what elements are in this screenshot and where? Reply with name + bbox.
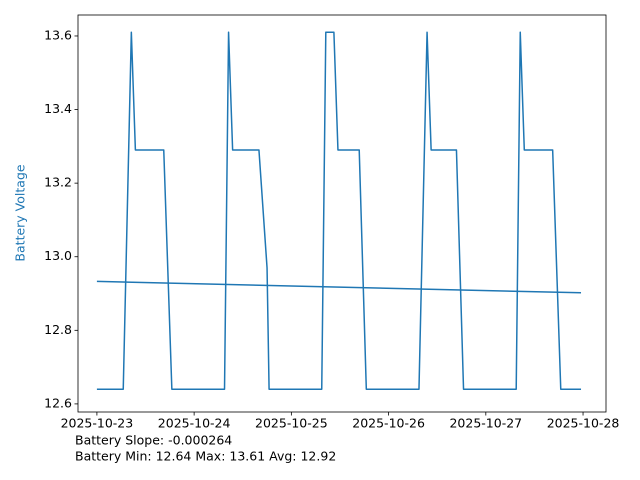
data-line [96,280,582,294]
y-tick-label: 13.6 [44,27,72,42]
annotation: Battery Min: 12.64 Max: 13.61 Avg: 12.92 [75,449,336,464]
annotation: Battery Slope: -0.000264 [75,433,232,448]
y-axis-label: Battery Voltage [13,164,28,261]
x-tick-label: 2025-10-23 [61,416,134,431]
y-tick-label: 13.0 [44,248,72,263]
y-tick-label: 12.6 [44,395,72,410]
y-tick-label: 13.2 [44,175,72,190]
x-tick-label: 2025-10-28 [547,416,620,431]
x-tick-label: 2025-10-24 [158,416,231,431]
plot-frame [77,14,607,413]
y-tick-label: 13.4 [44,101,72,116]
y-tick-label: 12.8 [44,322,72,337]
x-tick-label: 2025-10-27 [449,416,522,431]
x-tick-label: 2025-10-26 [352,416,425,431]
x-tick-label: 2025-10-25 [255,416,328,431]
data-line [96,31,582,390]
